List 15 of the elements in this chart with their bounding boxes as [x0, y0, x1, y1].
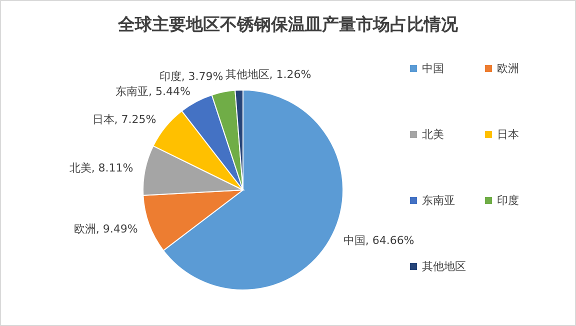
- legend-label: 欧洲: [497, 62, 519, 75]
- data-label: 印度, 3.79%: [159, 70, 224, 84]
- legend-label: 北美: [422, 128, 444, 141]
- data-label: 中国, 64.66%: [343, 234, 414, 247]
- data-label: 日本, 7.25%: [92, 113, 156, 126]
- legend-label: 其他地区: [422, 260, 466, 273]
- chart-title: 全球主要地区不锈钢保温皿产量市场占比情况: [117, 15, 459, 35]
- legend-label: 东南亚: [422, 194, 455, 207]
- legend-label: 日本: [497, 128, 519, 141]
- legend-label: 中国: [422, 62, 444, 75]
- data-label: 欧洲, 9.49%: [74, 222, 138, 236]
- legend-label: 印度: [497, 194, 519, 207]
- data-label: 东南亚, 5.44%: [116, 85, 190, 98]
- data-label: 其他地区, 1.26%: [225, 68, 312, 82]
- data-label: 北美, 8.11%: [69, 162, 134, 175]
